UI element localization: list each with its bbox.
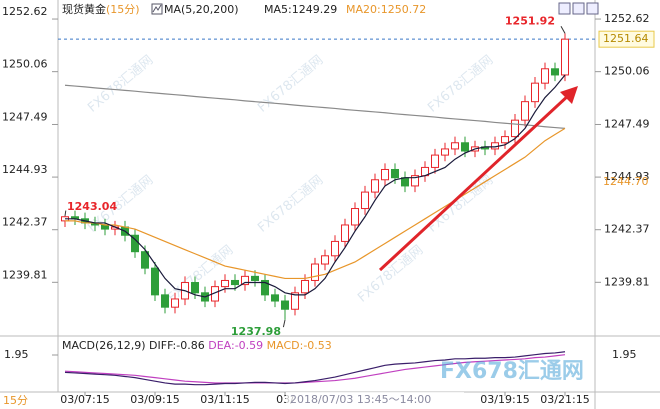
candle-body bbox=[411, 175, 419, 187]
y-tick-label: 1244.93 bbox=[2, 163, 48, 176]
candle-body bbox=[441, 148, 449, 156]
tooltip: 2018/07/03 13:45～14:00 bbox=[290, 393, 431, 406]
indicator-icon-glyph bbox=[152, 4, 162, 13]
extreme-label: 1251.92 bbox=[505, 14, 555, 27]
toolbar bbox=[558, 2, 599, 15]
dea-label: DEA:-0.59 bbox=[208, 339, 263, 352]
ma20-line bbox=[65, 127, 566, 280]
tool-button[interactable] bbox=[586, 2, 599, 15]
macd-header: MACD(26,12,9) DIFF:-0.86 DEA:-0.59 MACD:… bbox=[62, 339, 332, 352]
candle-body bbox=[401, 177, 409, 187]
diff-label: DIFF:-0.86 bbox=[149, 339, 205, 352]
candle-body bbox=[371, 179, 379, 193]
watermark: FX678汇通网 bbox=[440, 359, 584, 384]
macd-label: MACD:-0.53 bbox=[267, 339, 332, 352]
x-axis: 03/07:15 03/09:15 03/11:15 03/03/19:15 03/21… bbox=[60, 392, 590, 406]
candle-body bbox=[241, 275, 249, 286]
candle-body bbox=[281, 300, 289, 310]
ma200-line bbox=[64, 84, 566, 129]
x-tick-label: 03/11:15 bbox=[200, 393, 249, 406]
period-label: 15分 bbox=[3, 394, 28, 407]
candle-body bbox=[501, 136, 509, 144]
candle-body bbox=[301, 279, 309, 294]
y-tick-label: 1244.93 bbox=[604, 170, 650, 183]
dea-line bbox=[64, 354, 566, 384]
candle-body bbox=[451, 142, 459, 150]
candle-body bbox=[391, 168, 399, 179]
candle-body bbox=[161, 294, 169, 308]
tooltip-box bbox=[286, 392, 464, 407]
x-tick-label: 03/21:15 bbox=[540, 393, 589, 406]
tool-button[interactable] bbox=[572, 2, 585, 15]
extreme-label: 1237.98 bbox=[231, 325, 281, 338]
candle-body bbox=[151, 267, 159, 296]
y-tick-label: 1247.49 bbox=[604, 117, 650, 130]
candle-body bbox=[141, 251, 149, 269]
candle-body bbox=[511, 119, 519, 138]
candle-body bbox=[381, 168, 389, 181]
candle-body bbox=[561, 38, 569, 76]
plot: 1252.62 1252.62 1250.06 1250.06 1247.49 1247.… bbox=[2, 5, 655, 386]
trend-arrow bbox=[378, 92, 572, 272]
candle-body bbox=[291, 292, 299, 310]
candle-body bbox=[251, 275, 259, 281]
candle-body bbox=[271, 294, 279, 302]
macd-title: MACD(26,12,9) bbox=[62, 339, 146, 352]
extreme-pointer bbox=[282, 319, 286, 328]
x-tick-label: 03/07:15 bbox=[60, 393, 109, 406]
ma20-label: MA20:1250.72 bbox=[346, 3, 426, 16]
dif-line bbox=[64, 351, 566, 386]
y-tick-label: 1239.81 bbox=[604, 275, 650, 288]
y-tick-label: 1252.62 bbox=[2, 5, 48, 18]
candle-body bbox=[461, 142, 469, 152]
candle-body bbox=[531, 82, 539, 103]
candle-body bbox=[321, 255, 329, 265]
extreme-pointer bbox=[64, 210, 67, 217]
symbol: 现货黄金 bbox=[62, 2, 106, 16]
x-tick-label: 03/09:15 bbox=[130, 393, 179, 406]
y-tick-label: 1250.06 bbox=[604, 65, 650, 78]
y-tick-label: 1242.37 bbox=[2, 216, 48, 229]
candle-body bbox=[551, 68, 559, 76]
extreme-label: 1243.04 bbox=[67, 200, 117, 213]
header: 现货黄金(15分) bbox=[62, 2, 140, 16]
trend-arrow-head bbox=[560, 86, 578, 104]
candle-body bbox=[361, 191, 369, 210]
candle-body bbox=[231, 279, 239, 286]
macd-tick-label: 1.95 bbox=[4, 348, 29, 361]
period: (15分) bbox=[106, 3, 140, 16]
candle-body bbox=[191, 282, 199, 294]
current-price-box bbox=[598, 30, 655, 48]
candle-body bbox=[351, 208, 359, 226]
ma5-label: MA5:1249.29 bbox=[264, 3, 337, 16]
y-tick-label: 1252.62 bbox=[604, 12, 650, 25]
candle-body bbox=[261, 279, 269, 296]
candle-body bbox=[541, 68, 549, 84]
x-tick-label: 03/19:15 bbox=[480, 393, 529, 406]
candle-body bbox=[101, 224, 109, 230]
candle-body bbox=[311, 263, 319, 281]
tool-button[interactable] bbox=[558, 2, 571, 15]
ma20-marker: 1244.70 bbox=[603, 175, 649, 188]
y-tick-label: 1242.37 bbox=[604, 223, 650, 236]
candle-body bbox=[431, 154, 439, 168]
macd-tick-label: 1.95 bbox=[612, 348, 637, 361]
ma5-line bbox=[65, 74, 566, 298]
candle-body bbox=[331, 240, 339, 257]
y-tick-label: 1239.81 bbox=[2, 268, 48, 281]
extreme-pointer bbox=[560, 25, 566, 34]
y-tick-label: 1250.06 bbox=[2, 58, 48, 71]
candle-body bbox=[521, 101, 529, 121]
candle-body bbox=[171, 298, 179, 308]
y-tick-label: 1247.49 bbox=[2, 110, 48, 123]
current-price-label: 1251.64 bbox=[603, 32, 649, 45]
indicator: MA(5,20,200) bbox=[164, 3, 239, 16]
candle-body bbox=[341, 224, 349, 242]
candle-body bbox=[221, 279, 229, 288]
